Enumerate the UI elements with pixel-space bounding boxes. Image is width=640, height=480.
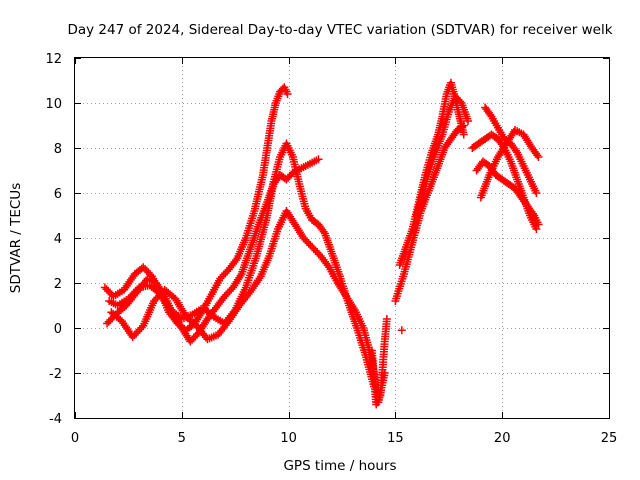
y-tick-labels: -4 -2 0 2 4 6 8 10 12 [45,52,62,427]
data-point [106,315,115,324]
data-points [100,78,543,409]
data-point [134,327,143,336]
data-point [186,337,195,346]
grid [75,58,609,418]
x-tick-label: 20 [494,431,511,446]
data-point [126,292,135,301]
x-tick-label: 25 [601,431,618,446]
y-tick-label: 2 [54,277,62,292]
data-point [231,256,240,265]
data-point [323,261,332,270]
data-point [220,292,229,301]
data-point [191,332,200,341]
y-tick-label: -2 [49,367,62,382]
data-point [132,329,141,338]
data-point [225,287,234,296]
data-point [189,333,198,342]
data-point [511,146,520,155]
x-tick-label: 15 [387,431,404,446]
data-point [130,331,139,340]
data-point [100,283,109,292]
y-tick-label: 12 [45,52,62,67]
data-point [217,272,226,281]
data-point [299,234,308,242]
data-point [129,289,138,298]
y-tick-label: 6 [54,187,62,202]
data-point [309,244,318,253]
data-point [222,290,231,299]
data-point [528,209,537,218]
data-point [301,235,310,244]
data-point [313,248,322,257]
data-point [308,243,317,251]
data-point [397,326,406,335]
data-point [150,297,159,305]
y-tick-label: 0 [54,322,62,337]
y-tick-label: -4 [49,412,62,427]
data-point [141,265,150,274]
data-point [302,237,311,246]
data-point [153,293,162,302]
data-point [534,220,543,229]
y-tick-label: 8 [54,142,62,157]
data-point [103,319,112,328]
data-point [306,241,315,250]
data-point [216,274,225,283]
data-point [144,268,153,277]
data-point [464,117,473,125]
data-point [458,122,467,131]
data-point [151,295,160,304]
axis-ticks [75,58,610,419]
data-point [223,288,232,297]
data-point [304,239,313,248]
data-point [382,315,391,323]
x-tick-label: 10 [280,431,297,446]
data-point [534,153,543,161]
data-point [486,110,495,119]
data-point [124,294,133,303]
x-tick-label: 0 [71,431,79,446]
data-point [128,333,137,341]
data-point [314,155,323,164]
data-point [104,317,113,326]
data-point [221,269,230,278]
data-point [459,130,468,139]
data-point [139,263,148,272]
data-point [459,121,468,130]
chart-title: Day 247 of 2024, Sidereal Day-to-day VTE… [67,22,612,38]
data-point [127,291,136,299]
data-point [131,287,140,296]
data-point [142,266,151,275]
data-point [532,225,541,233]
data-point [102,285,111,294]
data-point [157,289,166,298]
x-tick-labels: 0 5 10 15 20 25 [71,431,617,446]
data-point [319,227,328,236]
data-point [106,288,115,297]
data-point [137,323,146,332]
x-axis-label: GPS time / hours [283,458,396,474]
data-point [155,291,164,300]
y-axis-label: SDTVAR / TECUs [8,183,24,293]
data-point [219,270,228,279]
data-point [532,189,541,197]
y-tick-label: 4 [54,232,62,247]
y-tick-label: 10 [45,97,62,112]
x-tick-label: 5 [178,431,186,446]
data-point [283,90,292,98]
plot-frame [74,57,610,419]
data-point [311,246,320,255]
data-point [533,151,542,160]
data-point [188,335,197,344]
data-point [104,287,113,296]
data-point [135,325,144,334]
